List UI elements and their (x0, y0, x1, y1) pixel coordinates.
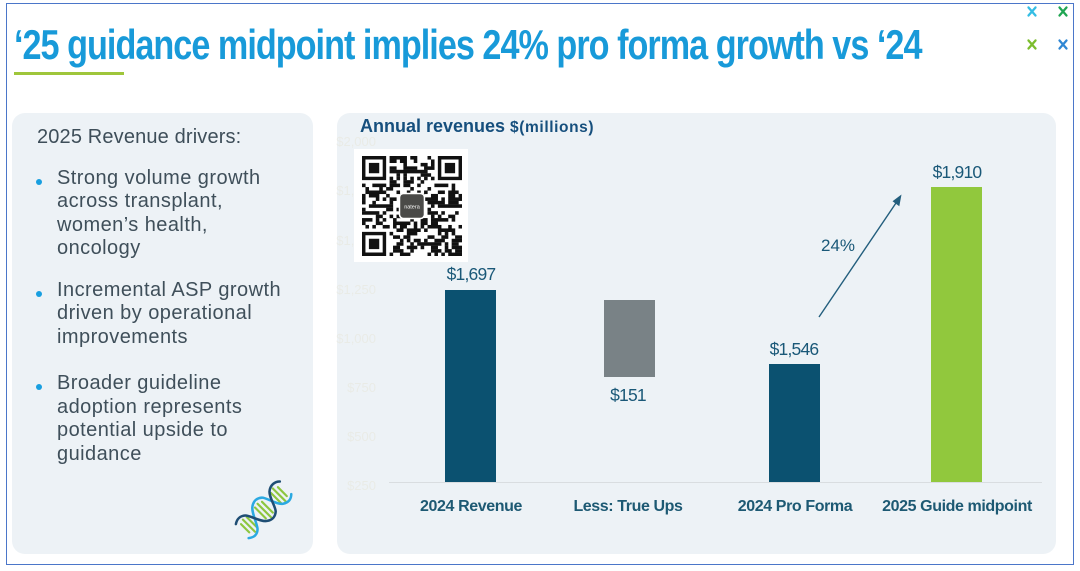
svg-text:natera: natera (404, 204, 421, 210)
